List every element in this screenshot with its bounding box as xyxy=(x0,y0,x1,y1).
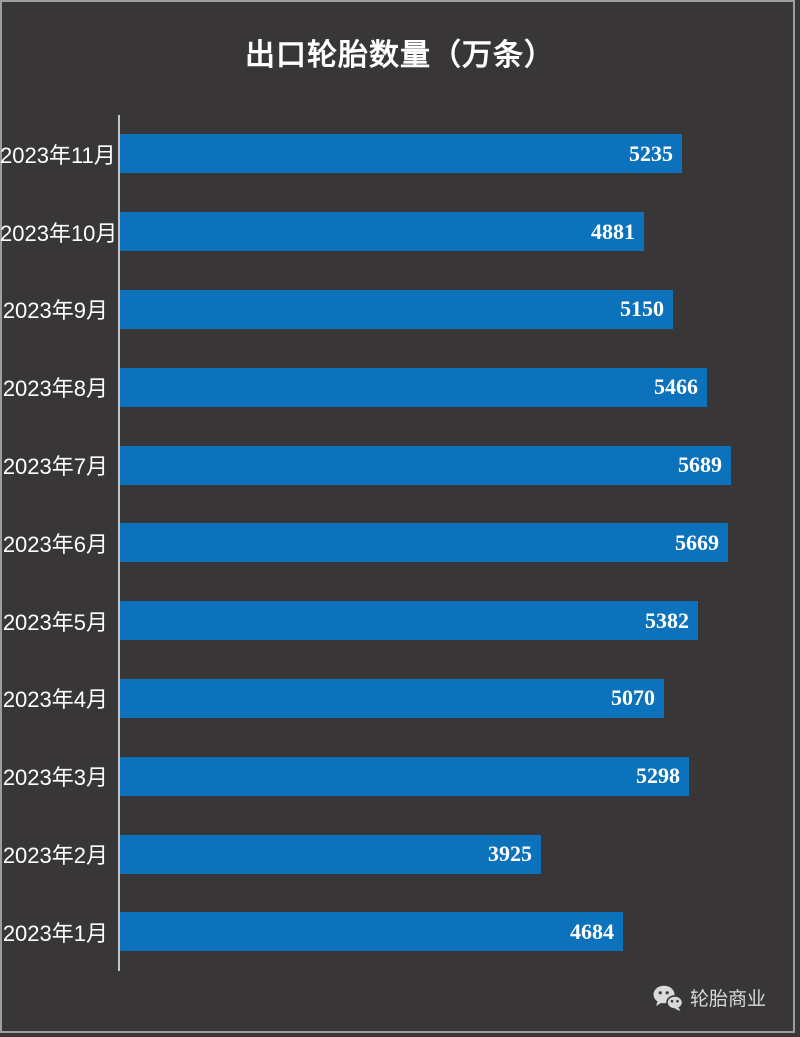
bar-row: 2023年9月 5150 xyxy=(0,271,800,349)
bar-row: 2023年5月 5382 xyxy=(0,582,800,660)
value-label: 5298 xyxy=(636,763,680,789)
bar-row: 2023年11月 5235 xyxy=(0,115,800,193)
bar-row: 2023年10月 4881 xyxy=(0,193,800,271)
bar: 3925 xyxy=(120,834,541,874)
bar: 5689 xyxy=(120,445,731,485)
category-label: 2023年7月 xyxy=(2,454,108,480)
bar-row: 2023年1月 4684 xyxy=(0,893,800,971)
bar-row: 2023年2月 3925 xyxy=(0,815,800,893)
value-label: 5235 xyxy=(629,140,673,166)
value-label: 5669 xyxy=(675,529,719,555)
value-label: 5382 xyxy=(645,607,689,633)
bar: 5382 xyxy=(120,601,698,641)
wechat-icon xyxy=(653,985,684,1011)
category-label: 2023年4月 xyxy=(2,687,108,713)
bar: 5298 xyxy=(120,756,689,796)
value-label: 5150 xyxy=(620,296,664,322)
chart-title: 出口轮胎数量（万条） xyxy=(245,39,555,72)
value-label: 5466 xyxy=(654,374,698,400)
bar-rows-container: 2023年11月 5235 2023年10月 4881 2023年9月 5150 2023年… xyxy=(0,115,800,971)
y-axis-line xyxy=(118,115,120,971)
value-label: 5070 xyxy=(611,685,655,711)
value-label: 3925 xyxy=(488,841,532,867)
category-label: 2023年2月 xyxy=(2,843,108,869)
plot-area: 2023年11月 5235 2023年10月 4881 2023年9月 5150 2023年… xyxy=(0,115,800,971)
bar: 5070 xyxy=(120,678,664,718)
category-label: 2023年3月 xyxy=(2,765,108,791)
value-label: 4684 xyxy=(570,918,614,944)
bar: 5466 xyxy=(120,367,707,407)
category-label: 2023年1月 xyxy=(2,920,108,946)
category-label: 2023年11月 xyxy=(0,142,116,168)
bar: 4881 xyxy=(120,212,644,252)
bar-row: 2023年7月 5689 xyxy=(0,426,800,504)
bar: 5235 xyxy=(120,134,682,174)
bar-row: 2023年4月 5070 xyxy=(0,660,800,738)
bar-row: 2023年8月 5466 xyxy=(0,348,800,426)
category-label: 2023年8月 xyxy=(2,376,108,402)
category-label: 2023年9月 xyxy=(2,298,108,324)
bar: 5150 xyxy=(120,289,673,329)
bar: 4684 xyxy=(120,912,623,952)
value-label: 5689 xyxy=(678,452,722,478)
value-label: 4881 xyxy=(591,218,635,244)
bar-row: 2023年3月 5298 xyxy=(0,737,800,815)
category-label: 2023年5月 xyxy=(2,609,108,635)
category-label: 2023年6月 xyxy=(2,531,108,557)
watermark: 轮胎商业 xyxy=(653,984,766,1011)
bar-row: 2023年6月 5669 xyxy=(0,504,800,582)
bar: 5669 xyxy=(120,523,728,563)
category-label: 2023年10月 xyxy=(0,220,118,246)
watermark-text: 轮胎商业 xyxy=(689,989,766,1010)
